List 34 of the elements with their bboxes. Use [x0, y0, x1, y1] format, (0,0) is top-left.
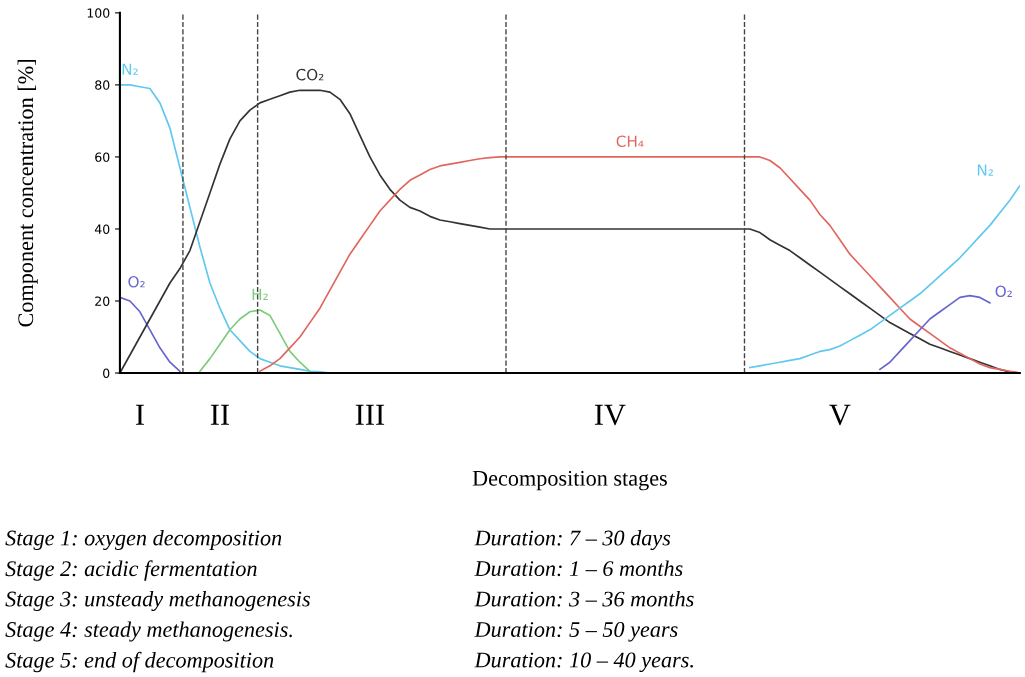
y-tick-label: 20	[95, 296, 110, 306]
line-series	[879, 294, 991, 371]
series-label: H₂	[252, 288, 268, 300]
line-series	[199, 309, 311, 373]
series-label: CO₂	[296, 68, 324, 81]
text: Stage 2: acidic fermentation	[5, 560, 257, 581]
y-tick-label: 0	[103, 368, 110, 378]
x-tick-label: II	[210, 404, 230, 425]
x-axis-title: Decomposition stages	[472, 470, 667, 491]
text: Duration: 10 – 40 years.	[474, 652, 693, 673]
x-tick-label: I	[135, 404, 144, 425]
text: Stage 1: oxygen decomposition	[5, 529, 282, 551]
series-label: CH₄	[616, 135, 644, 148]
series-label: O₂	[995, 285, 1012, 298]
text: Stage 5: end of decomposition	[5, 651, 274, 673]
text: Duration: 3 – 36 months	[474, 590, 694, 607]
y-tick-label: 80	[95, 80, 110, 90]
text: Duration: 7 – 30 days	[474, 529, 671, 551]
x-tick-label: IV	[594, 404, 626, 426]
line-series	[119, 296, 181, 373]
y-tick-label: 60	[95, 152, 110, 162]
x-tick-label: III	[355, 404, 385, 425]
y-tick-label: 40	[94, 224, 110, 234]
text: Stage 4: steady methanogenesis.	[5, 621, 292, 642]
line-series	[749, 184, 1020, 369]
y-tick-label: 100	[87, 8, 110, 18]
y-axis-title: Component concentration [%]	[17, 60, 38, 327]
series-label: N₂	[977, 164, 993, 176]
text: Duration: 1 – 6 months	[474, 560, 683, 577]
text: Duration: 5 – 50 years	[474, 622, 678, 642]
series-label: O₂	[128, 275, 145, 288]
x-tick-label: V	[829, 404, 851, 426]
series-label: N₂	[122, 63, 138, 75]
text: Stage 3: unsteady methanogenesis	[5, 590, 310, 612]
